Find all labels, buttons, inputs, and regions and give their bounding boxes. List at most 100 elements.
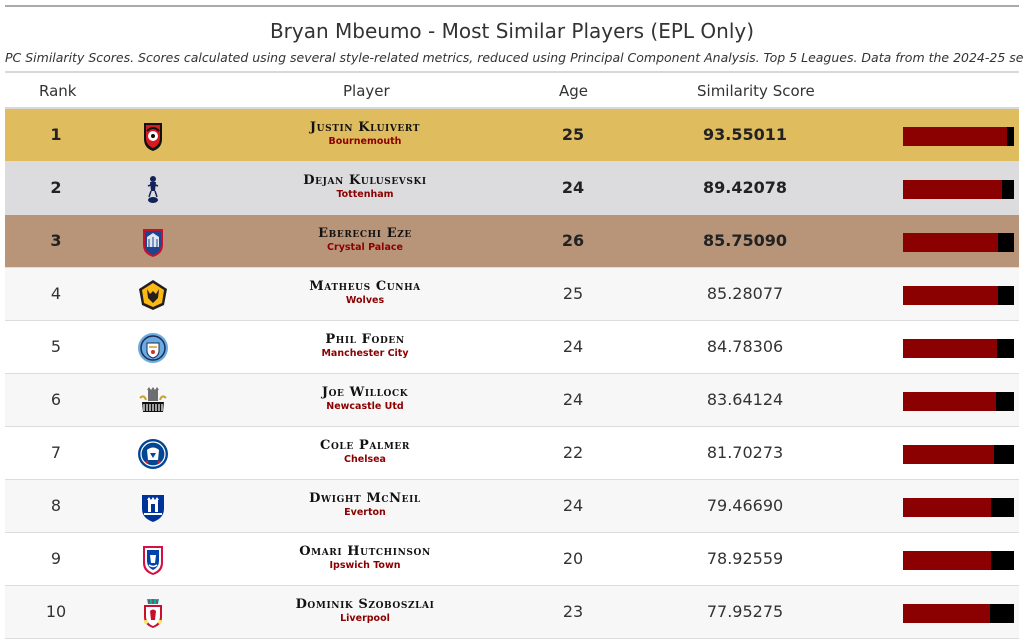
similarity-bar-fill [903, 339, 998, 358]
player-name[interactable]: Dejan Kulusevski [303, 173, 427, 188]
age-cell: 24 [562, 390, 584, 409]
player-club: Chelsea [344, 454, 386, 465]
player-name[interactable]: Justin Kluivert [309, 120, 421, 135]
player-club: Ipswich Town [329, 560, 401, 571]
table-row[interactable]: 2 Dejan Kulusevski Tottenham 24 89.42078 [5, 162, 1019, 215]
player-name[interactable]: Joe Willock [321, 385, 409, 400]
similarity-bar-fill [903, 233, 999, 252]
player-name[interactable]: Eberechi Eze [318, 226, 412, 241]
player-name[interactable]: Cole Palmer [320, 438, 410, 453]
table-title: Bryan Mbeumo - Most Similar Players (EPL… [269, 19, 755, 43]
table-body: 1 Justin Kluivert Bournemouth 25 93.55011 2 De… [5, 109, 1019, 639]
table-row[interactable]: 10 Dominik Szoboszlai Liverpool 23 77.95275 [5, 586, 1019, 639]
similarity-bar [903, 286, 1014, 305]
similarity-score-cell: 85.75090 [702, 231, 787, 250]
age-cell: 23 [562, 602, 584, 621]
similarity-table: Bryan Mbeumo - Most Similar Players (EPL… [5, 5, 1024, 639]
ipswich-crest-icon [136, 543, 170, 577]
wolves-crest-icon [136, 278, 170, 312]
rank-cell: 6 [50, 390, 62, 409]
crystal-palace-crest-icon [136, 225, 170, 259]
table-row[interactable]: 6 Joe Willock Newcastle Utd 24 83.64124 [5, 374, 1019, 427]
tottenham-crest-icon [136, 172, 170, 206]
similarity-bar-fill [903, 286, 998, 305]
column-header-similarity-score[interactable]: Similarity Score [697, 82, 815, 100]
table-row[interactable]: 5 Phil Foden Manchester City 24 84.78306 [5, 321, 1019, 374]
age-cell: 26 [561, 231, 585, 250]
similarity-score-cell: 93.55011 [702, 125, 787, 144]
player-cell: Joe Willock Newcastle Utd [165, 385, 565, 412]
similarity-score-cell: 85.28077 [706, 284, 784, 303]
age-cell: 20 [562, 549, 584, 568]
rank-cell: 1 [50, 125, 62, 144]
player-club: Newcastle Utd [326, 401, 404, 412]
everton-crest-icon [136, 490, 170, 524]
rank-cell: 10 [45, 602, 67, 621]
rank-cell: 3 [50, 231, 62, 250]
similarity-bar-fill [903, 127, 1007, 146]
player-cell: Eberechi Eze Crystal Palace [165, 226, 565, 253]
similarity-bar-fill [903, 445, 994, 464]
similarity-bar [903, 498, 1014, 517]
player-cell: Phil Foden Manchester City [165, 332, 565, 359]
manchester-city-crest-icon [136, 331, 170, 365]
rank-cell: 7 [50, 443, 62, 462]
rank-cell: 2 [50, 178, 62, 197]
similarity-bar-fill [903, 392, 996, 411]
chelsea-crest-icon [136, 437, 170, 471]
similarity-bar [903, 392, 1014, 411]
similarity-score-cell: 89.42078 [702, 178, 787, 197]
similarity-score-cell: 79.46690 [706, 496, 784, 515]
player-club: Tottenham [336, 189, 394, 200]
player-name[interactable]: Dwight McNeil [309, 491, 421, 506]
similarity-score-cell: 84.78306 [706, 337, 784, 356]
player-name[interactable]: Dominik Szoboszlai [295, 597, 435, 612]
age-cell: 24 [562, 337, 584, 356]
player-cell: Dejan Kulusevski Tottenham [165, 173, 565, 200]
column-header-player[interactable]: Player [343, 82, 390, 100]
similarity-bar [903, 180, 1014, 199]
similarity-bar [903, 233, 1014, 252]
similarity-score-cell: 81.70273 [706, 443, 784, 462]
player-cell: Dwight McNeil Everton [165, 491, 565, 518]
table-row[interactable]: 9 Omari Hutchinson Ipswich Town 20 78.92559 [5, 533, 1019, 586]
column-header-age[interactable]: Age [559, 82, 589, 100]
player-club: Bournemouth [328, 136, 402, 147]
player-name[interactable]: Matheus Cunha [309, 279, 421, 294]
player-club: Everton [344, 507, 386, 518]
player-club: Wolves [345, 295, 385, 306]
player-cell: Omari Hutchinson Ipswich Town [165, 544, 565, 571]
player-cell: Matheus Cunha Wolves [165, 279, 565, 306]
similarity-bar [903, 127, 1014, 146]
player-club: Crystal Palace [327, 242, 403, 253]
rank-cell: 4 [50, 284, 62, 303]
age-cell: 24 [562, 496, 584, 515]
table-row[interactable]: 4 Matheus Cunha Wolves 25 85.28077 [5, 268, 1019, 321]
similarity-bar [903, 551, 1014, 570]
similarity-bar-fill [903, 551, 991, 570]
similarity-score-cell: 77.95275 [706, 602, 784, 621]
table-row[interactable]: 7 Cole Palmer Chelsea 22 81.70273 [5, 427, 1019, 480]
table-row[interactable]: 1 Justin Kluivert Bournemouth 25 93.55011 [5, 109, 1019, 162]
similarity-score-cell: 78.92559 [706, 549, 784, 568]
table-row[interactable]: 3 Eberechi Eze Crystal Palace 26 85.75090 [5, 215, 1019, 268]
player-name[interactable]: Omari Hutchinson [299, 544, 431, 559]
rank-cell: 9 [50, 549, 62, 568]
player-name[interactable]: Phil Foden [325, 332, 405, 347]
player-cell: Dominik Szoboszlai Liverpool [165, 597, 565, 624]
age-cell: 24 [561, 178, 585, 197]
player-club: Manchester City [321, 348, 409, 359]
age-cell: 22 [562, 443, 584, 462]
player-cell: Cole Palmer Chelsea [165, 438, 565, 465]
player-club: Liverpool [340, 613, 390, 624]
table-subtitle: PC Similarity Scores. Scores calculated … [5, 50, 1024, 65]
age-cell: 25 [562, 284, 584, 303]
top-rule [5, 5, 1019, 7]
newcastle-crest-icon [136, 384, 170, 418]
table-row[interactable]: 8 Dwight McNeil Everton 24 79.46690 [5, 480, 1019, 533]
similarity-bar [903, 339, 1014, 358]
column-header-rank[interactable]: Rank [39, 82, 77, 100]
column-header-row: Rank Player Age Similarity Score [5, 71, 1019, 109]
similarity-bar-fill [903, 498, 992, 517]
liverpool-crest-icon [136, 596, 170, 630]
